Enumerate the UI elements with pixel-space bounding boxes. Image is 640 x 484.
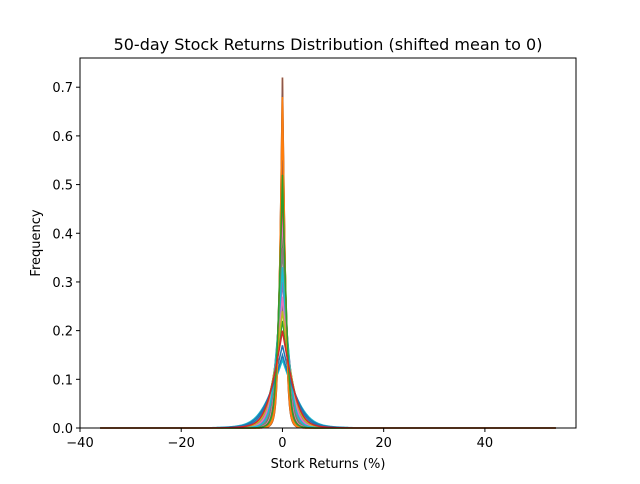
series-line-5 [100,301,556,429]
y-tick-label: 0.4 [52,227,73,242]
chart-title: 50-day Stock Returns Distribution (shift… [114,35,543,54]
x-tick-label: 40 [477,436,494,451]
y-tick-label: 0.5 [52,179,73,194]
series-line-20 [100,267,556,429]
x-tick-label: 0 [278,436,286,451]
series-line-21 [100,352,556,429]
y-tick-label: 0.6 [52,130,73,145]
series-line-1 [100,267,556,429]
series-line-14 [100,184,556,429]
series-line-7 [100,213,556,429]
y-axis-label: Frequency [29,209,44,276]
series-curves [100,77,556,429]
series-line-11 [100,345,556,429]
y-tick-label: 0.2 [52,325,73,340]
y-tick-label: 0.1 [52,373,73,388]
x-tick-label: 20 [375,436,392,451]
x-tick-label: −20 [168,436,195,451]
series-line-8 [100,306,556,429]
series-line-23 [100,174,556,429]
series-line-10 [100,357,556,429]
series-line-19 [100,311,556,429]
y-tick-label: 0.0 [52,422,73,437]
series-line-12 [100,121,556,429]
series-line-4 [100,131,556,429]
series-line-22 [100,96,556,429]
series-line-13 [100,320,556,429]
series-line-16 [100,160,556,429]
x-axis: −40 −20 0 20 40 [66,428,493,451]
series-line-2 [100,77,556,429]
series-line-9 [100,140,556,429]
y-tick-label: 0.3 [52,276,73,291]
x-axis-label: Stork Returns (%) [271,457,386,472]
x-tick-label: −40 [66,436,93,451]
series-line-3 [100,233,556,429]
series-line-15 [100,281,556,429]
series-line-24 [100,330,556,429]
y-tick-label: 0.7 [52,81,73,96]
series-line-6 [100,77,556,429]
plot-frame [79,57,577,429]
series-line-17 [100,296,556,429]
y-axis: 0.0 0.1 0.2 0.3 0.4 0.5 0.6 0.7 [52,81,80,437]
series-line-18 [100,247,556,429]
